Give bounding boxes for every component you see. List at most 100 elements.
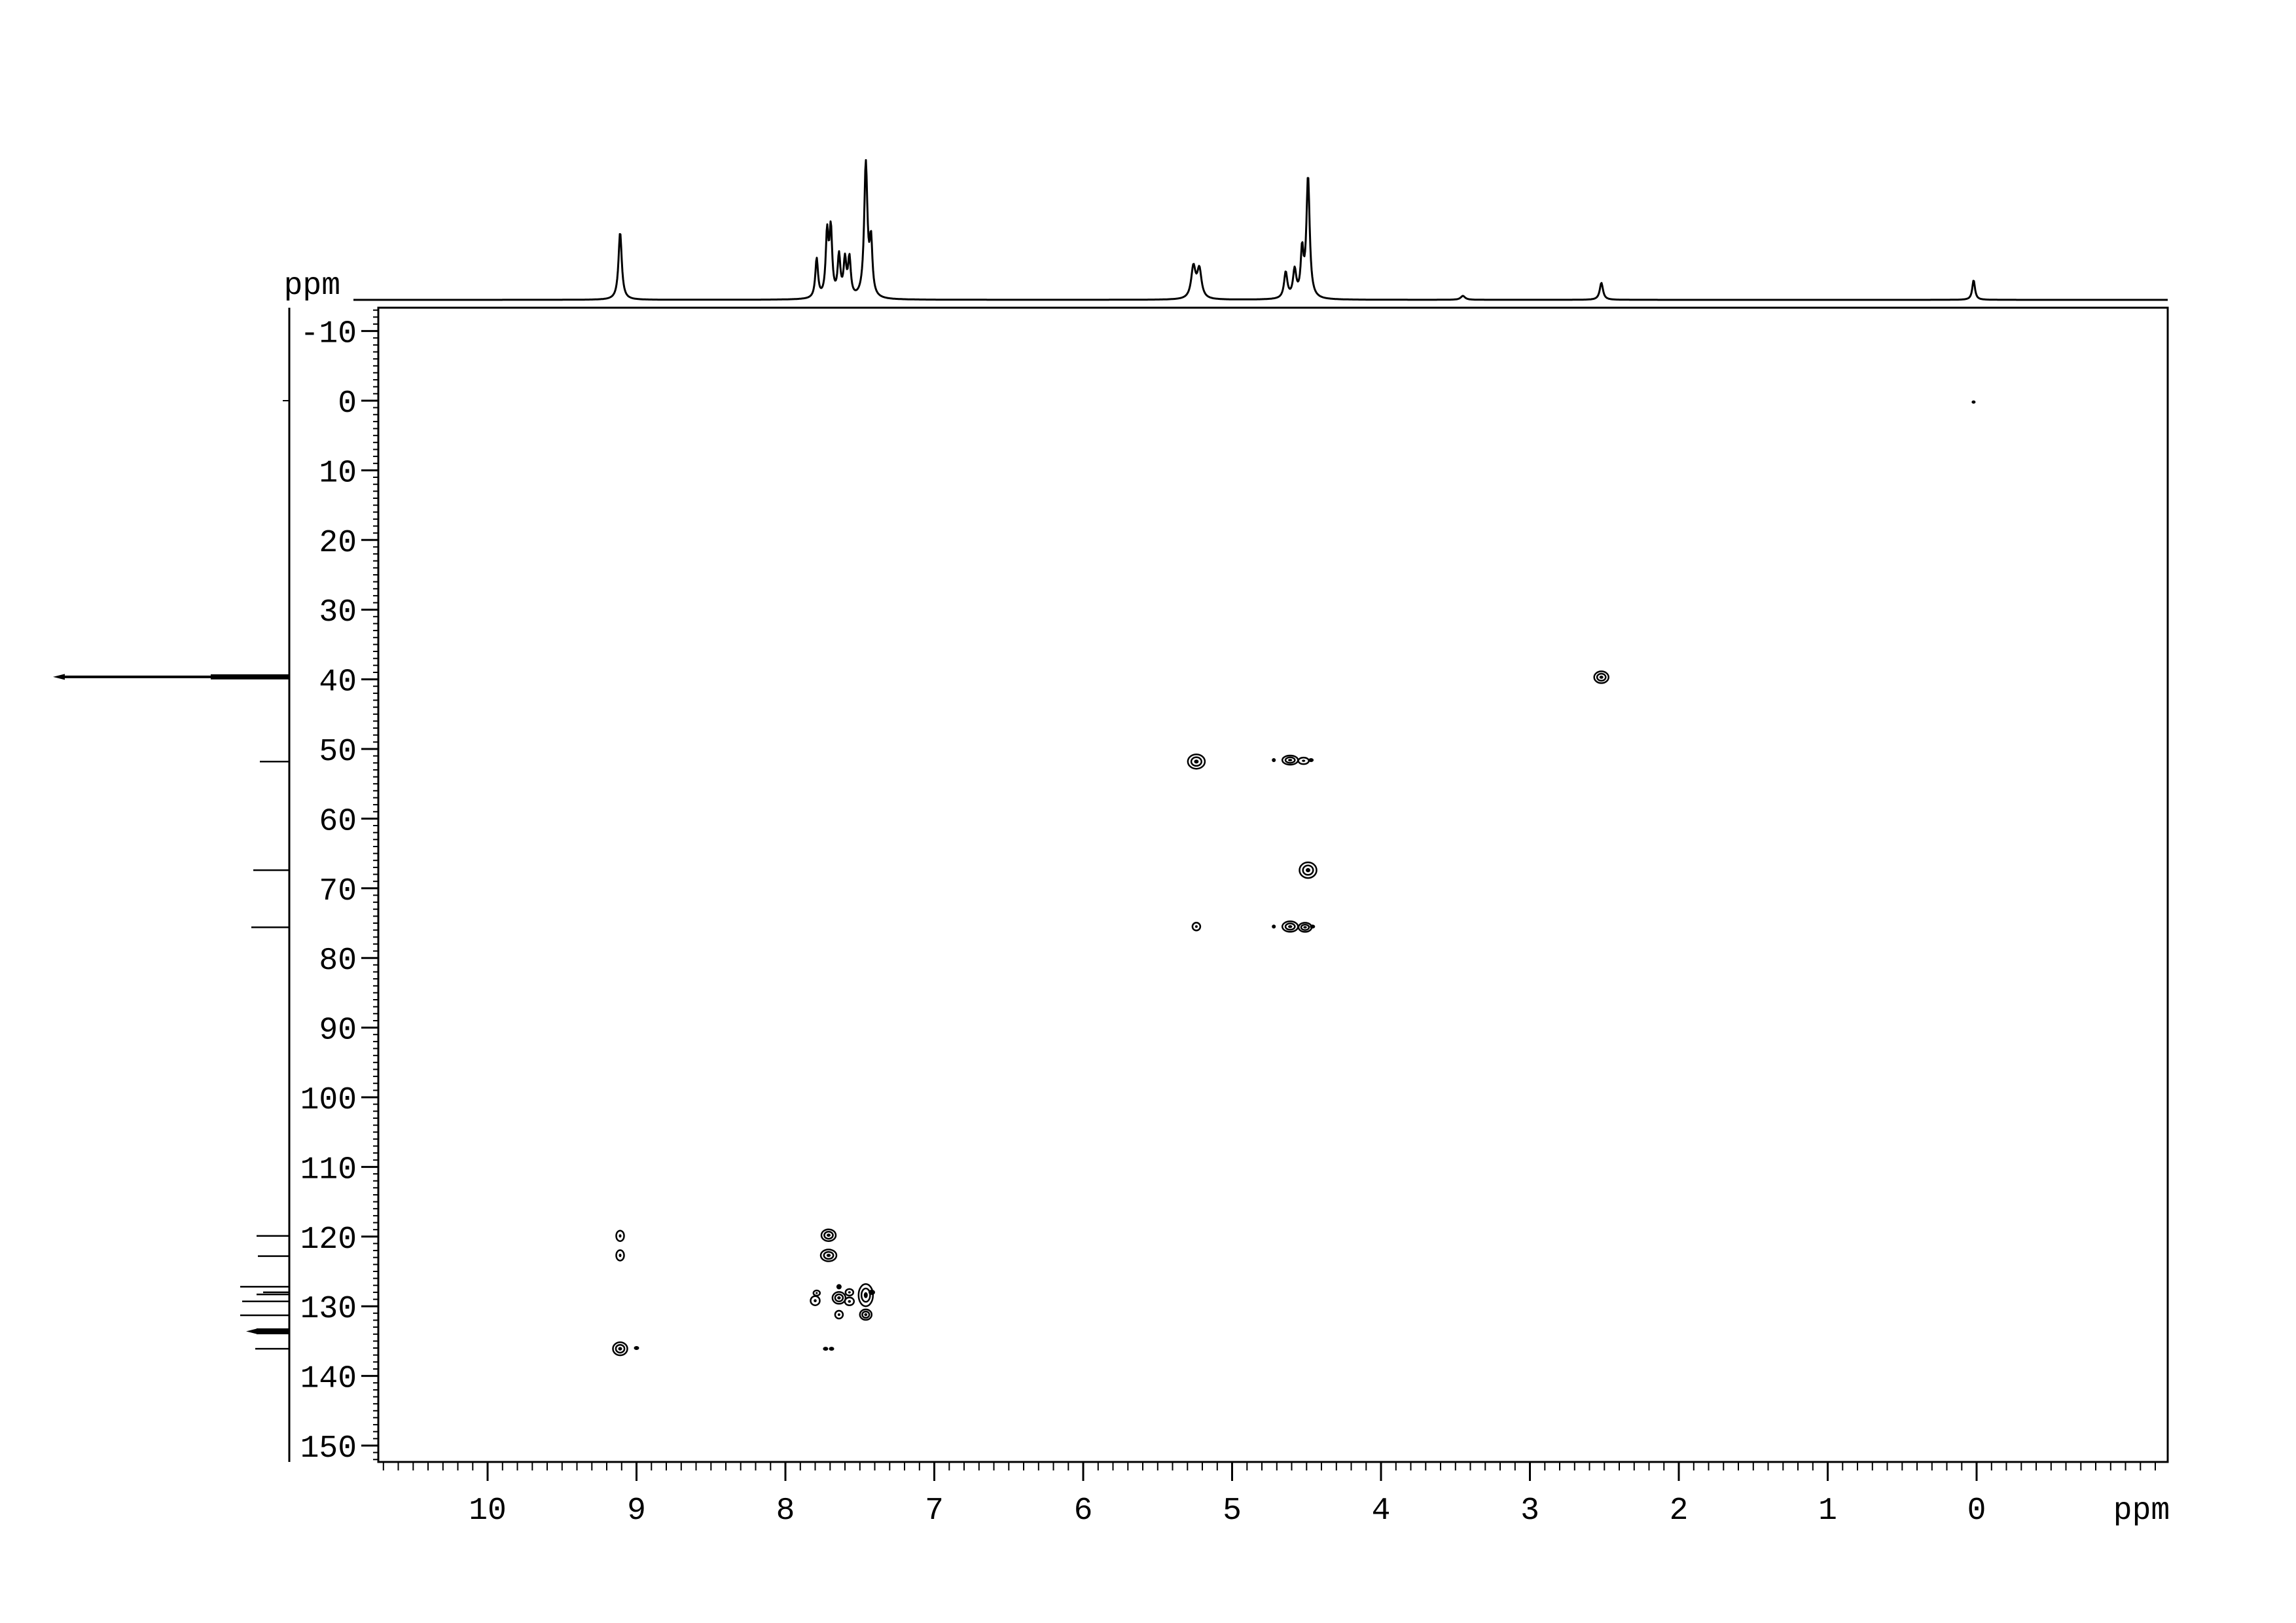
cross-peak xyxy=(834,1309,844,1320)
cross-peak xyxy=(1593,670,1609,684)
contour-dot xyxy=(1310,924,1316,929)
contour-mid xyxy=(860,1287,871,1303)
contour-core xyxy=(1303,926,1307,929)
cross-peak xyxy=(1299,861,1318,879)
contour-outer xyxy=(810,1295,821,1306)
carbon-1d-trace xyxy=(53,308,291,1462)
cross-peak xyxy=(844,1288,855,1297)
y-tick-label: 140 xyxy=(300,1362,357,1397)
y-tick-label: 10 xyxy=(319,456,357,491)
contour-core xyxy=(814,1299,817,1302)
y-tick-label: 100 xyxy=(300,1083,357,1118)
contour-mid xyxy=(1302,864,1314,876)
cross-peak xyxy=(836,1284,842,1290)
contour-core xyxy=(1194,759,1199,764)
contour-core xyxy=(1288,759,1293,761)
y-tick-label: 110 xyxy=(300,1152,357,1188)
contour-outer xyxy=(844,1288,855,1297)
contour-mid xyxy=(823,1250,834,1260)
y-tick-label: 130 xyxy=(300,1292,357,1327)
plot-frame xyxy=(377,306,2169,1463)
y-tick-label: 80 xyxy=(319,943,357,979)
cross-peak xyxy=(1281,921,1299,933)
contour-mid xyxy=(823,1231,834,1240)
cross-peak xyxy=(612,1341,628,1357)
proton-1d-trace xyxy=(353,159,2168,301)
contour-outer xyxy=(844,1296,855,1307)
y-tick-label: 60 xyxy=(319,804,357,839)
contour-core xyxy=(848,1300,852,1303)
cross-peak xyxy=(859,1308,873,1321)
contour-outer xyxy=(1593,670,1609,684)
x-tick-label: 5 xyxy=(1223,1493,1242,1529)
x-tick-label: 7 xyxy=(925,1493,944,1529)
cross-peak xyxy=(1971,400,1976,404)
contour-mid xyxy=(615,1343,626,1354)
x-tick-label: 6 xyxy=(1074,1493,1093,1529)
cross-peak xyxy=(1187,753,1206,770)
contour-core xyxy=(1302,759,1306,762)
contour-core xyxy=(619,1253,622,1258)
x-tick-label: 2 xyxy=(1670,1493,1689,1529)
contour-outer xyxy=(1191,922,1202,932)
contour-mid xyxy=(1190,756,1202,767)
y-tick-label: 90 xyxy=(319,1013,357,1049)
contour-outer xyxy=(612,1341,628,1357)
x-tick-label: 10 xyxy=(469,1493,507,1529)
contour-core xyxy=(619,1234,622,1238)
contour-dot xyxy=(1971,400,1976,404)
y-tick-label: 30 xyxy=(319,595,357,630)
contour-outer xyxy=(819,1249,838,1262)
y-tick-label: 0 xyxy=(338,386,357,422)
carbon-peak-tip xyxy=(53,674,65,680)
contour-mid xyxy=(1300,923,1310,931)
y-tick-label: 150 xyxy=(300,1431,357,1467)
contour-core xyxy=(1599,676,1604,679)
cross-peak xyxy=(1297,756,1310,765)
contour-mid xyxy=(861,1310,870,1319)
cross-peak xyxy=(810,1295,821,1306)
contour-dot xyxy=(823,1347,829,1351)
cross-peak xyxy=(823,1347,829,1351)
cross-peak xyxy=(1310,924,1316,929)
contour-dot xyxy=(836,1284,842,1290)
contour-core xyxy=(826,1254,831,1257)
x-axis-unit-label: ppm xyxy=(2113,1493,2170,1529)
contour-mid xyxy=(834,1293,844,1303)
contour-core xyxy=(816,1292,818,1294)
carbon-peak-tip xyxy=(246,1328,258,1335)
contour-outer xyxy=(831,1291,847,1305)
y-tick-label: 40 xyxy=(319,665,357,701)
cross-peaks xyxy=(612,400,1976,1357)
contour-outer xyxy=(1187,753,1206,770)
y-tick-label: 50 xyxy=(319,735,357,770)
contour-outer xyxy=(834,1309,844,1320)
contour-core xyxy=(1194,925,1198,928)
contour-mid xyxy=(1596,672,1607,682)
contour-outer xyxy=(857,1283,874,1307)
contour-outer xyxy=(859,1308,873,1321)
contour-core xyxy=(863,1292,868,1298)
contour-core xyxy=(827,1233,831,1237)
contour-core xyxy=(1288,925,1293,928)
contour-outer xyxy=(820,1228,837,1242)
contour-dot xyxy=(1272,924,1276,929)
contour-core xyxy=(1306,867,1310,873)
contour-core xyxy=(864,1313,868,1317)
contour-core xyxy=(618,1347,622,1351)
contour-dot xyxy=(634,1346,639,1350)
contour-core xyxy=(837,1313,840,1316)
y-tick-label: -10 xyxy=(300,317,357,352)
contour-outer xyxy=(615,1230,625,1242)
cross-peak xyxy=(844,1296,855,1307)
x-tick-label: 0 xyxy=(1967,1493,1986,1529)
x-tick-label: 1 xyxy=(1818,1493,1837,1529)
cross-peak xyxy=(615,1230,625,1242)
y-tick-label: 70 xyxy=(319,874,357,909)
x-axis: 10 9 8 7 6 5 4 3 2 1 0 xyxy=(382,1462,2156,1529)
contour-core xyxy=(837,1296,841,1300)
contour-core xyxy=(848,1291,851,1294)
y-tick-label: 20 xyxy=(319,526,357,561)
cross-peak xyxy=(1281,754,1299,766)
